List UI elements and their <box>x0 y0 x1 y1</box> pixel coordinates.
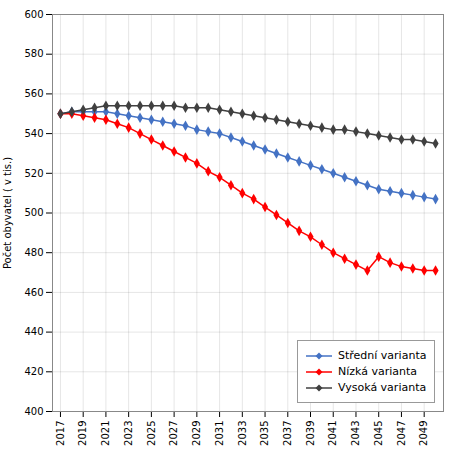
svg-text:500: 500 <box>24 207 43 218</box>
svg-text:420: 420 <box>24 366 43 377</box>
svg-text:600: 600 <box>24 9 43 20</box>
svg-text:460: 460 <box>24 287 43 298</box>
html-text:Vysoká varianta: Vysoká varianta <box>338 381 427 394</box>
svg-text:2049: 2049 <box>418 421 429 446</box>
svg-text:400: 400 <box>24 406 43 417</box>
svg-text:2033: 2033 <box>237 421 248 446</box>
svg-text:2037: 2037 <box>282 421 293 446</box>
svg-text:2027: 2027 <box>168 421 179 446</box>
svg-text:2043: 2043 <box>350 421 361 446</box>
svg-text:2047: 2047 <box>396 421 407 446</box>
svg-text:440: 440 <box>24 326 43 337</box>
svg-text:2041: 2041 <box>327 421 338 446</box>
svg-text:2019: 2019 <box>77 421 88 446</box>
svg-text:2025: 2025 <box>146 421 157 446</box>
svg-text:2017: 2017 <box>55 421 66 446</box>
svg-text:2035: 2035 <box>259 421 270 446</box>
svg-text:480: 480 <box>24 247 43 258</box>
svg-text:540: 540 <box>24 128 43 139</box>
svg-text:560: 560 <box>24 88 43 99</box>
svg-text:2031: 2031 <box>214 421 225 446</box>
svg-text:2039: 2039 <box>305 421 316 446</box>
svg-text:Počet obyvatel ( v tis.): Počet obyvatel ( v tis.) <box>2 157 13 269</box>
html-text:Střední varianta: Střední varianta <box>338 349 427 362</box>
svg-text:2029: 2029 <box>191 421 202 446</box>
html-text:Nízká varianta: Nízká varianta <box>338 365 418 378</box>
svg-text:580: 580 <box>24 48 43 59</box>
svg-text:520: 520 <box>24 168 43 179</box>
svg-text:2021: 2021 <box>100 421 111 446</box>
svg-text:2023: 2023 <box>123 421 134 446</box>
svg-text:2045: 2045 <box>373 421 384 446</box>
